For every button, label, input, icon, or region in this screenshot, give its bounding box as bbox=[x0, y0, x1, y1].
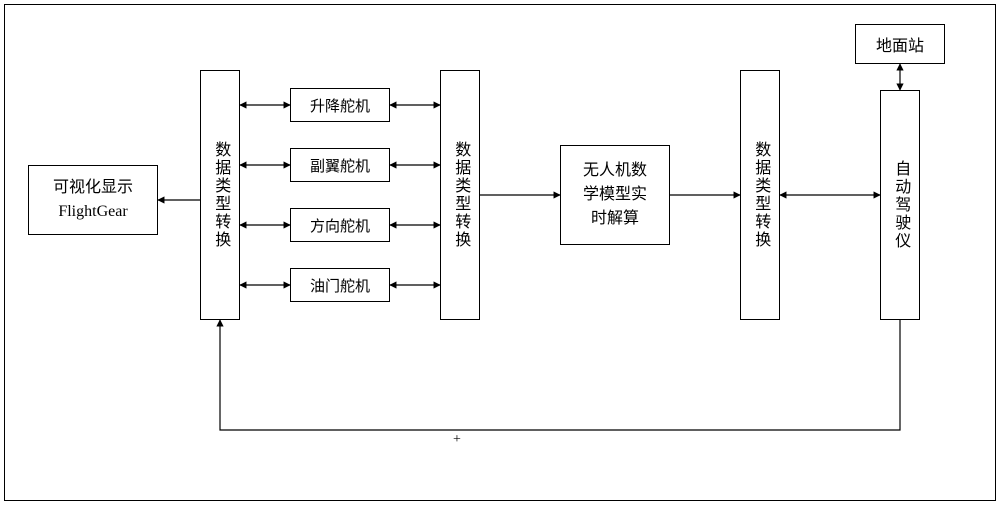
servo2-label: 副翼舵机 bbox=[310, 155, 370, 176]
servo1-label: 升降舵机 bbox=[310, 95, 370, 116]
flightgear-label-2: FlightGear bbox=[53, 200, 133, 224]
model-label-2: 学模型实 bbox=[583, 183, 647, 207]
outer-frame bbox=[4, 4, 996, 501]
node-autopilot: 自动驾驶仪 bbox=[880, 90, 920, 320]
node-data-type-convert-2: 数据类型转换 bbox=[440, 70, 480, 320]
autopilot-label: 自动驾驶仪 bbox=[889, 160, 911, 250]
dtc3-label: 数据类型转换 bbox=[749, 141, 771, 249]
node-rudder-servo: 方向舵机 bbox=[290, 208, 390, 242]
dtc1-label: 数据类型转换 bbox=[209, 141, 231, 249]
node-elevator-servo: 升降舵机 bbox=[290, 88, 390, 122]
dtc2-label: 数据类型转换 bbox=[449, 141, 471, 249]
servo3-label: 方向舵机 bbox=[310, 215, 370, 236]
model-label-1: 无人机数 bbox=[583, 159, 647, 183]
servo4-label: 油门舵机 bbox=[310, 275, 370, 296]
plus-text: + bbox=[453, 432, 461, 447]
node-uav-model-solver: 无人机数 学模型实 时解算 bbox=[560, 145, 670, 245]
ground-label: 地面站 bbox=[876, 32, 924, 56]
flightgear-label-1: 可视化显示 bbox=[53, 176, 133, 200]
node-ground-station: 地面站 bbox=[855, 24, 945, 64]
node-data-type-convert-1: 数据类型转换 bbox=[200, 70, 240, 320]
plus-symbol: + bbox=[453, 432, 461, 448]
model-label-3: 时解算 bbox=[583, 207, 647, 231]
node-flightgear: 可视化显示 FlightGear bbox=[28, 165, 158, 235]
node-throttle-servo: 油门舵机 bbox=[290, 268, 390, 302]
node-aileron-servo: 副翼舵机 bbox=[290, 148, 390, 182]
node-data-type-convert-3: 数据类型转换 bbox=[740, 70, 780, 320]
